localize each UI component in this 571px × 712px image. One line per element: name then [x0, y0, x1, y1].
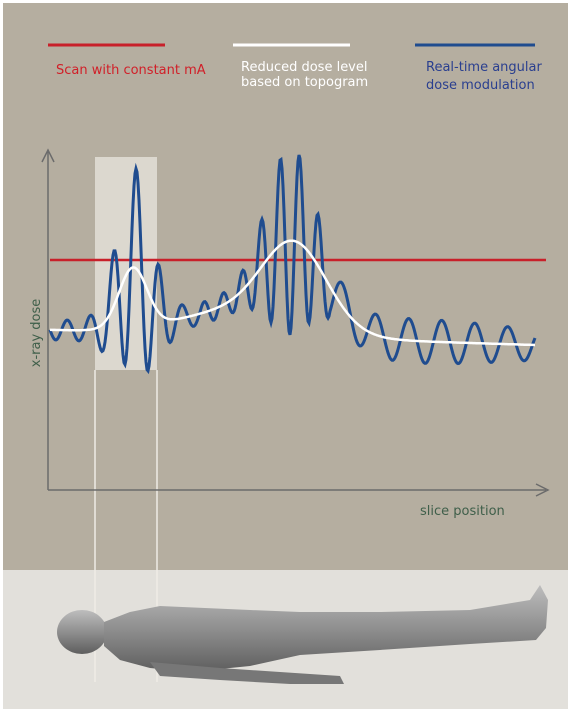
legend-label: dose modulation — [426, 78, 535, 93]
legend-label: Real-time angular — [426, 60, 542, 75]
legend-label: based on topogram — [241, 75, 368, 90]
y-axis-label: x-ray dose — [29, 299, 44, 368]
legend-label: Reduced dose level — [241, 60, 368, 75]
legend-label: Scan with constant mA — [56, 63, 206, 78]
diagram: Scan with constant mA Reduced dose level… — [0, 0, 571, 712]
x-axis-label: slice position — [420, 504, 505, 519]
